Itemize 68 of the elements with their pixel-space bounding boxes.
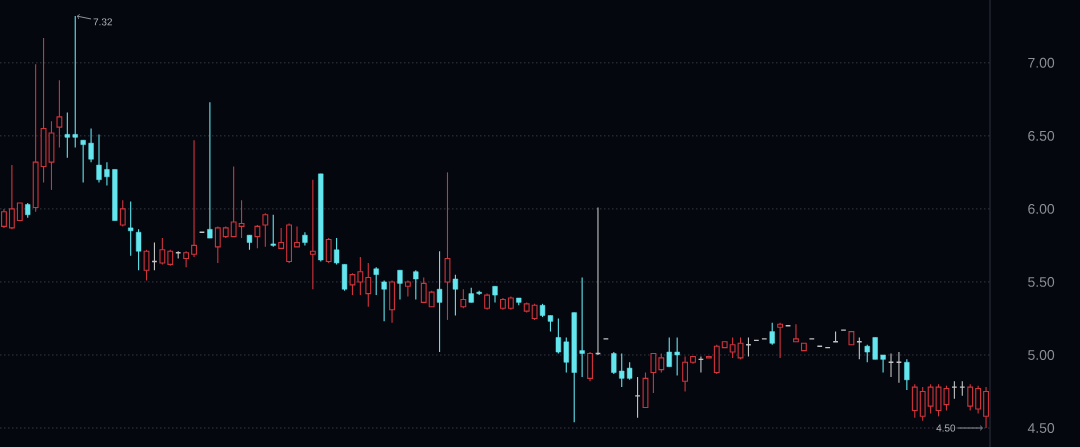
candlestick [349,272,356,296]
candlestick [769,322,775,346]
candlestick [967,383,974,412]
candlestick [555,317,561,355]
candlestick [579,277,585,378]
candlestick [278,227,285,249]
candlestick [452,274,459,317]
candlestick [436,250,443,353]
candlestick [904,358,910,391]
candlestick [80,139,86,184]
candlestick [563,336,569,374]
candlestick [207,101,213,239]
candlestick [128,201,134,257]
candlestick [397,269,403,301]
candlestick [666,336,672,368]
candlestick [619,352,625,388]
candlestick [404,279,411,298]
candlestick [611,351,617,375]
candlestick [214,225,221,264]
candlestick [238,199,245,239]
annotation: 4.50 [936,424,956,432]
candlestick [729,336,736,359]
candlestick [872,336,878,360]
candlestick [88,127,94,163]
candlestick [373,266,379,296]
candlestick [674,336,680,376]
y-tick-label: 6.50 [1028,130,1055,141]
candlestick [262,212,269,248]
y-tick-label: 7.00 [1028,57,1055,68]
candlestick [119,199,126,227]
candlestick [270,214,276,248]
y-tick-label: 5.00 [1028,350,1055,360]
y-tick-label: 4.50 [1027,423,1055,433]
candlestick [365,262,372,308]
candlestick [230,165,237,238]
candlestick [143,249,150,282]
candlestick [650,352,657,394]
candlestick [880,354,886,374]
candlestick [325,237,332,264]
candlestick [96,133,102,184]
candlestick [444,171,451,321]
candlestick [183,250,190,268]
candlestick [381,279,387,322]
candlestick [927,383,934,414]
candlestick [777,322,784,359]
candlestick [357,256,364,296]
candlestick [135,228,142,271]
y-tick-label: 5.50 [1028,276,1055,287]
candlestick [793,323,799,343]
candlestick [104,161,110,187]
candlestick [333,237,340,265]
candlestick [294,225,300,248]
candlestick [420,277,427,303]
candlestick [309,179,316,290]
candlestick [975,385,982,414]
candlestick [682,355,689,393]
annotation: 7.32 [93,18,112,26]
candlestick [658,352,665,374]
candlestick [64,111,70,159]
candlestick [911,383,918,419]
candlestick [159,237,166,265]
candlestick [56,79,63,149]
candlestick [8,164,15,230]
y-tick-label: 6.00 [1028,203,1055,214]
candlestick [460,288,467,309]
candlestick [191,139,197,258]
candlestick [254,224,261,249]
candlestick [413,269,419,301]
